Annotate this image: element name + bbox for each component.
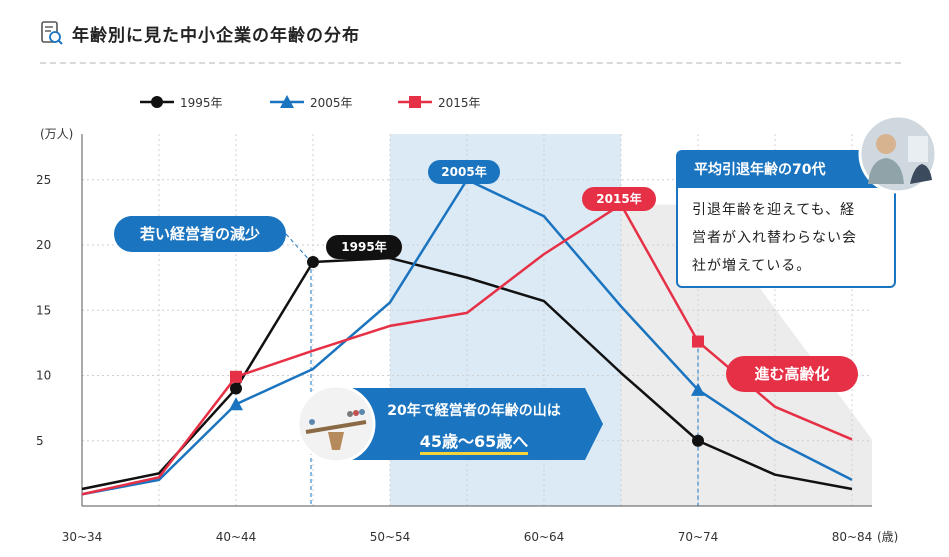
point-marker (692, 434, 704, 447)
point-marker (230, 382, 242, 395)
legend-marker (280, 95, 294, 108)
tag-2005: 2005年 (428, 160, 500, 184)
y-axis-unit: (万人) (40, 127, 73, 141)
x-tick-label: 30~34 (62, 530, 103, 544)
point-marker (307, 255, 319, 268)
seesaw-people-illustration (296, 384, 376, 464)
series-line-2015年 (81, 203, 853, 496)
legend-label: 2005年 (310, 96, 353, 110)
y-tick-label: 25 (36, 173, 51, 187)
y-tick-label: 5 (36, 434, 44, 448)
x-tick-label: 40~44 (216, 530, 257, 544)
title-block: 年齢別に見た中小企業の年齢の分布 (40, 20, 360, 46)
businessman-photo (858, 114, 938, 194)
young-callout-leader (285, 233, 312, 263)
title-divider (40, 62, 901, 64)
legend-marker (409, 96, 421, 108)
young-decline-callout: 若い経営者の減少 (114, 216, 286, 252)
x-tick-label: 50~54 (370, 530, 411, 544)
y-tick-label: 20 (36, 238, 51, 252)
retirement-line: 引退年齢を迎えても、経 (692, 202, 856, 218)
retirement-line: 営者が入れ替わらない会 (692, 230, 857, 246)
y-tick-label: 10 (36, 369, 51, 383)
age-shift-banner: 20年で経営者の年齢の山は 45歳〜65歳へ (345, 388, 603, 460)
legend-label: 2015年 (438, 96, 481, 110)
x-axis-unit: (歳) (877, 530, 898, 544)
point-marker (229, 397, 243, 411)
banner-line-1: 20年で経営者の年齢の山は (387, 403, 561, 419)
retirement-box-title: 平均引退年齢の70代 (678, 152, 894, 188)
x-tick-label: 70~74 (678, 530, 719, 544)
retirement-age-box: 平均引退年齢の70代 引退年齢を迎えても、経 営者が入れ替わらない会 社が増えて… (676, 150, 896, 288)
x-tick-label: 60~64 (524, 530, 565, 544)
banner-line-2: 45歳〜65歳へ (419, 428, 529, 455)
point-marker (692, 335, 704, 348)
tag-2015: 2015年 (582, 187, 656, 211)
page-title: 年齢別に見た中小企業の年齢の分布 (72, 25, 360, 46)
legend-label: 1995年 (180, 96, 223, 110)
x-tick-label: 80~84 (832, 530, 873, 544)
y-tick-label: 15 (36, 303, 51, 317)
point-marker (230, 370, 242, 383)
banner-arrow-shape (345, 388, 603, 460)
series-line-1995年 (81, 256, 853, 491)
legend-marker (151, 96, 163, 108)
aging-callout: 進む高齢化 (726, 356, 858, 392)
tag-1995: 1995年 (326, 235, 402, 259)
retirement-line: 社が増えている。 (692, 258, 812, 274)
point-marker (691, 382, 705, 396)
report-search-icon (41, 21, 63, 45)
banner-text: 20年で経営者の年齢の山は 45歳〜65歳へ (345, 388, 603, 460)
retirement-box-body: 引退年齢を迎えても、経 営者が入れ替わらない会 社が増えている。 (678, 188, 894, 288)
